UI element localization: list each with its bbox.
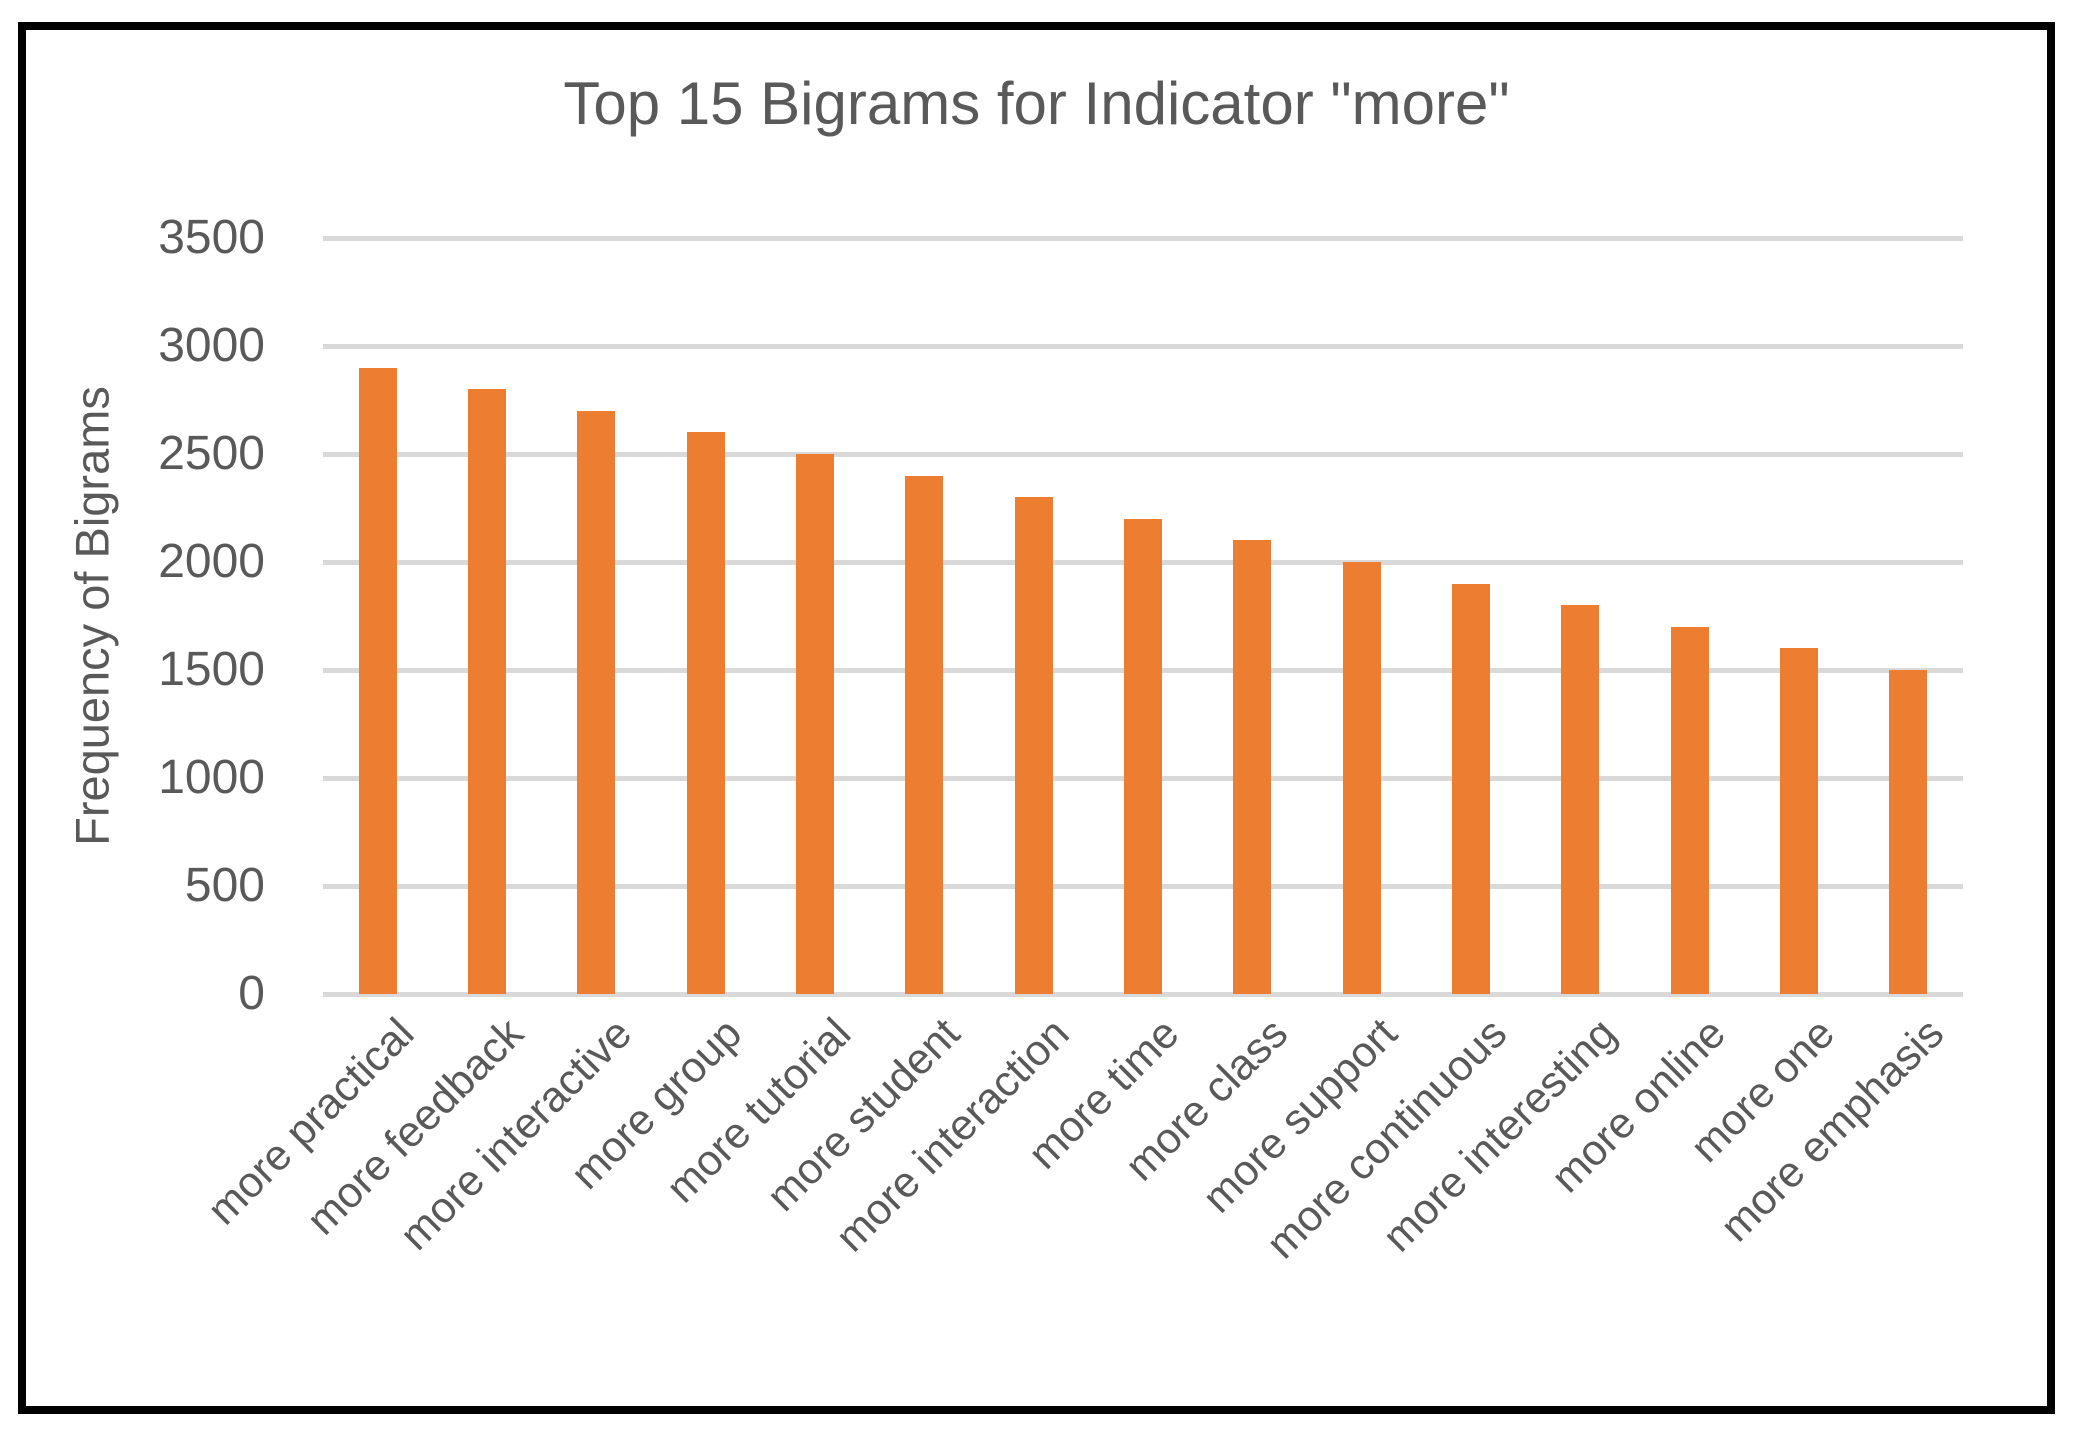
y-axis-tick-label: 1500 [158, 643, 265, 696]
plot-area [323, 236, 1963, 997]
bar [1670, 626, 1709, 994]
bar [1452, 583, 1490, 994]
bar [686, 432, 725, 994]
bar [1342, 562, 1381, 994]
y-axis-tick-label: 1000 [158, 751, 265, 804]
bar [905, 475, 944, 994]
bar [1780, 648, 1818, 994]
y-axis-tick-label: 0 [238, 967, 265, 1020]
y-axis-tick-label: 3500 [158, 211, 265, 264]
bar [1561, 605, 1600, 994]
bar [796, 454, 834, 994]
bar [1889, 670, 1928, 994]
bar [358, 367, 397, 994]
bar [577, 410, 616, 994]
gridline [323, 236, 1963, 241]
bar [468, 389, 506, 994]
gridline [323, 344, 1963, 349]
gridline [323, 452, 1963, 457]
gridline [323, 992, 1963, 997]
bar [1124, 518, 1162, 994]
bar [1233, 540, 1272, 994]
chart-title: Top 15 Bigrams for Indicator "more" [563, 70, 1510, 137]
y-axis-tick-label: 3000 [158, 319, 265, 372]
y-axis-tick-label: 2000 [158, 535, 265, 588]
y-axis-tick-label: 500 [184, 859, 265, 912]
y-axis-tick-label: 2500 [158, 427, 265, 480]
bar [1014, 497, 1053, 994]
